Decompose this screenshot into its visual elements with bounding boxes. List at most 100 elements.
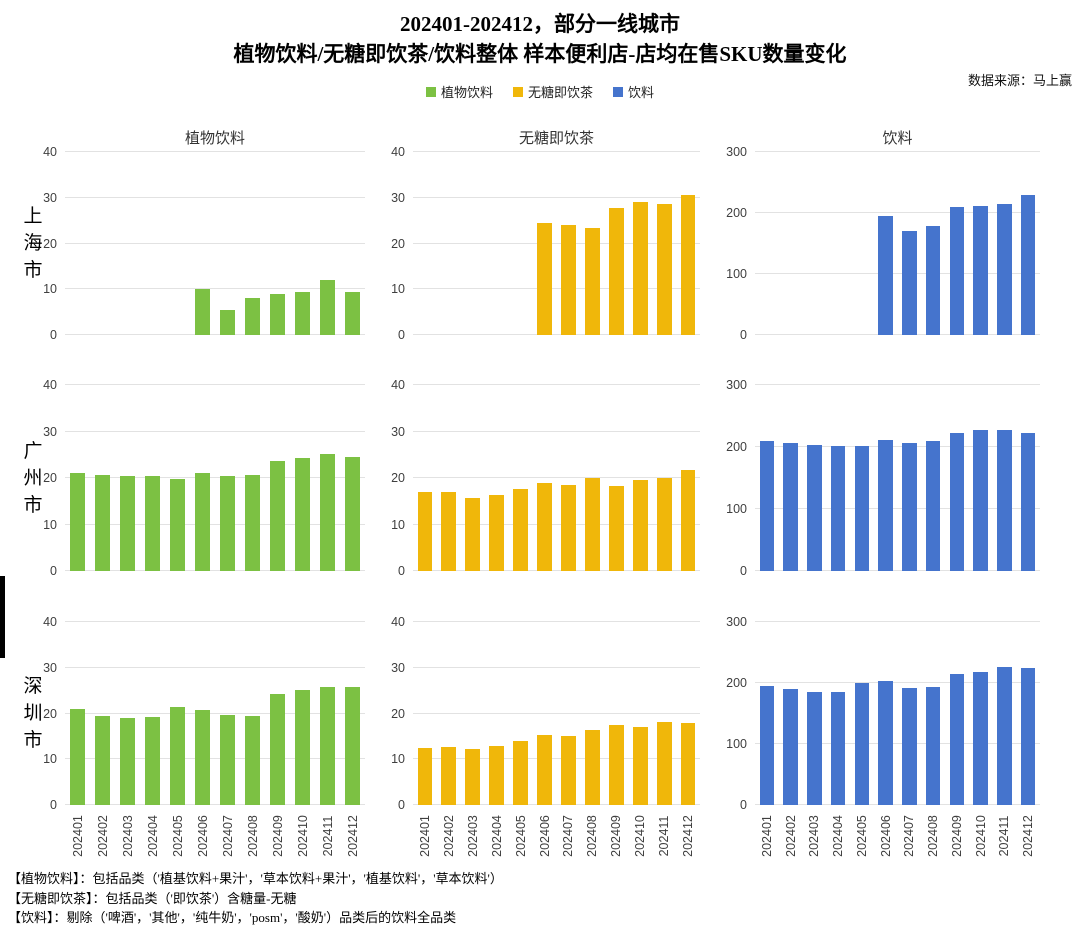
gridline <box>755 384 1040 385</box>
bar-202411 <box>319 686 336 805</box>
x-axis-labels: 202401 202402 202403 202404 202405 202406 2024… <box>413 805 700 865</box>
legend-item-1: 无糖即饮茶 <box>512 82 593 101</box>
bar-202402 <box>94 475 111 571</box>
gridline <box>755 621 1040 622</box>
y-tick-label: 200 <box>726 676 747 690</box>
bar-202407 <box>219 475 236 571</box>
bar-202406 <box>194 709 211 805</box>
gridline <box>65 570 365 571</box>
bar-202412 <box>1020 432 1036 571</box>
x-tick-label: 202409 <box>270 815 285 857</box>
bar-202404 <box>830 445 846 571</box>
bar-202410 <box>973 430 988 571</box>
bar-202404 <box>489 495 505 571</box>
x-tick-label: 202411 <box>320 815 335 857</box>
x-tick-label: 202407 <box>220 815 235 857</box>
bar-202403 <box>465 497 481 571</box>
bar-202410 <box>632 202 648 335</box>
gridline <box>755 508 1040 509</box>
bar-202410 <box>632 727 648 805</box>
gridline <box>413 804 700 805</box>
x-tick-label: 202406 <box>195 815 210 857</box>
bar-202410 <box>294 291 311 335</box>
x-tick-label: 202401 <box>417 815 432 857</box>
x-tick-label: 202403 <box>120 815 135 857</box>
gridline <box>413 288 700 290</box>
x-tick-label: 202406 <box>878 815 893 857</box>
x-tick-label: 202410 <box>973 815 988 857</box>
bar-202404 <box>144 717 161 805</box>
gridline <box>65 151 365 152</box>
bar-202404 <box>144 476 161 571</box>
column-title-1: 无糖即饮茶 <box>518 131 594 147</box>
gridline <box>755 273 1040 274</box>
bar-202412 <box>344 687 361 805</box>
y-tick-label: 10 <box>391 282 405 297</box>
column-title-0: 植物饮料 <box>184 131 245 147</box>
x-tick-label: 202402 <box>95 815 110 857</box>
bar-202401 <box>759 440 775 571</box>
chart-cell-r1-c0 <box>65 384 365 571</box>
legend-swatch-icon <box>425 86 436 97</box>
gridline <box>65 712 365 714</box>
bar-202411 <box>997 203 1012 335</box>
x-tick-label: 202405 <box>854 815 869 857</box>
column-title-2: 饮料 <box>882 131 913 147</box>
gridline <box>413 570 700 571</box>
x-tick-label: 202406 <box>537 815 552 857</box>
bar-202412 <box>680 470 696 571</box>
bar-202405 <box>513 740 529 805</box>
gridline <box>413 758 700 760</box>
bar-202411 <box>656 478 672 571</box>
x-tick-label: 202411 <box>997 815 1012 857</box>
x-tick-label: 202408 <box>585 815 600 857</box>
x-tick-label: 202404 <box>831 815 846 857</box>
gridline <box>413 621 700 622</box>
y-tick-label: 40 <box>391 615 405 629</box>
bar-202407 <box>219 714 236 805</box>
gridline <box>65 242 365 244</box>
bar-202410 <box>294 458 311 571</box>
y-tick-label: 200 <box>726 206 747 220</box>
y-tick-label: 40 <box>391 145 405 159</box>
y-tick-label: 100 <box>726 267 747 281</box>
bar-202407 <box>902 231 917 335</box>
x-tick-label: 202408 <box>926 815 941 857</box>
footnote-0: 【植物饮料】：包括品类（'植基饮料+果汁'，'草本饮料+果汁'，'植基饮料'，'… <box>8 871 503 886</box>
legend-label: 无糖即饮茶 <box>527 85 593 100</box>
gridline <box>413 666 700 668</box>
row-label-city-0: 上海市 <box>23 206 43 281</box>
bar-202407 <box>902 442 917 571</box>
row-label-city-1: 广州市 <box>23 440 43 516</box>
bar-202406 <box>537 482 552 571</box>
bar-202406 <box>878 681 893 805</box>
y-tick-label: 20 <box>43 706 57 721</box>
bar-202409 <box>608 724 624 805</box>
bar-202405 <box>169 707 186 805</box>
bar-202408 <box>925 687 941 805</box>
bar-202404 <box>489 746 505 805</box>
footnote-2: 【饮料】：剔除（'啤酒'，'其他'，'纯牛奶'，'posm'，'酸奶'）品类后的… <box>8 910 457 925</box>
gridline <box>65 621 365 622</box>
y-tick-label: 0 <box>50 564 57 578</box>
y-tick-label: 0 <box>398 798 405 812</box>
footnotes: 【植物饮料】：包括品类（'植基饮料+果汁'，'草本饮料+果汁'，'植基饮料'，'… <box>8 869 503 928</box>
bar-202412 <box>680 722 696 805</box>
legend-item-0: 植物饮料 <box>425 82 493 101</box>
gridline <box>65 430 365 432</box>
x-tick-label: 202412 <box>345 815 360 857</box>
gridline <box>755 334 1040 335</box>
y-tick-label: 100 <box>726 502 747 516</box>
y-tick-label: 10 <box>43 517 57 532</box>
bar-202408 <box>244 715 261 805</box>
gridline <box>65 384 365 385</box>
bar-202401 <box>417 491 433 571</box>
bar-202402 <box>783 443 798 571</box>
bar-202411 <box>656 203 672 335</box>
gridline <box>413 523 700 525</box>
gridline <box>65 804 365 805</box>
y-tick-label: 30 <box>43 660 57 675</box>
left-edge-artifact <box>0 576 5 658</box>
bar-202410 <box>632 480 648 571</box>
chart-cell-r0-c1 <box>413 151 700 335</box>
